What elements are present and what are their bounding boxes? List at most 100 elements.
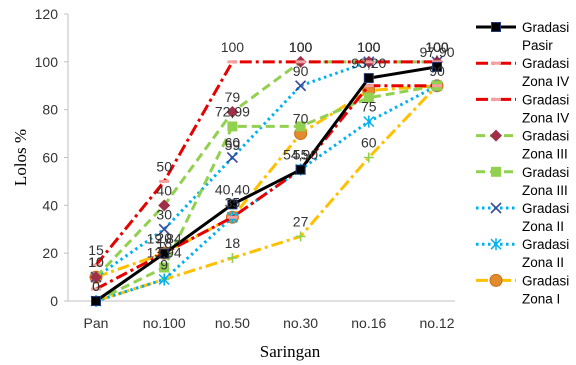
legend-entry: Gradasi Zona II bbox=[476, 237, 569, 270]
legend-label-cont: Zona II bbox=[522, 219, 564, 234]
legend-entry: Gradasi Zona IV bbox=[476, 56, 569, 89]
point-marker bbox=[363, 152, 374, 163]
x-tick-label: no.50 bbox=[215, 315, 250, 331]
x-tick-label: no.12 bbox=[419, 315, 454, 331]
series-gradasi-zona-iii bbox=[90, 55, 443, 284]
point-marker bbox=[159, 248, 170, 259]
y-tick-label: 0 bbox=[50, 293, 58, 309]
point-marker bbox=[295, 231, 306, 242]
data-label: 19,84 bbox=[147, 231, 182, 247]
data-label: 90 bbox=[293, 63, 309, 79]
legend-label: Gradasi bbox=[522, 20, 569, 35]
data-label: 0 bbox=[92, 278, 100, 294]
point-marker bbox=[363, 115, 375, 128]
x-tick-label: no.16 bbox=[351, 315, 386, 331]
series-gradasi-pasir bbox=[91, 61, 442, 306]
point-marker bbox=[158, 273, 170, 286]
x-tick-label: no.30 bbox=[283, 315, 318, 331]
legend-label-cont: Zona III bbox=[522, 183, 568, 198]
data-label: 30 bbox=[156, 206, 172, 222]
data-label: 27 bbox=[293, 213, 309, 229]
data-label: 97,90 bbox=[419, 44, 454, 60]
data-label: 40 bbox=[156, 182, 172, 198]
point-marker bbox=[490, 202, 502, 214]
data-label: 100 bbox=[425, 39, 449, 55]
point-marker bbox=[227, 199, 238, 210]
data-label: 100 bbox=[289, 39, 313, 55]
data-label: 60 bbox=[225, 135, 241, 151]
series-line bbox=[95, 65, 438, 303]
point-marker bbox=[295, 164, 306, 175]
legend-entry: Gradasi Zona III bbox=[476, 129, 569, 162]
point-marker bbox=[90, 271, 102, 284]
point-marker bbox=[363, 92, 374, 103]
legend-label: Gradasi bbox=[522, 165, 569, 180]
point-marker bbox=[227, 252, 238, 263]
point-marker bbox=[490, 129, 502, 142]
x-tick-label: no.100 bbox=[143, 315, 186, 331]
point-marker bbox=[491, 166, 501, 177]
data-labels-layer: 18 27 60 20 35 70 9 55 75 90 30 90 0 72,99 10 40 79 100 10… bbox=[88, 39, 455, 294]
data-label: 55 bbox=[293, 146, 309, 162]
data-label: 40,40 bbox=[215, 181, 250, 197]
legend-label-cont: Pasir bbox=[522, 38, 553, 53]
series-line bbox=[95, 84, 439, 303]
legend-entry: Gradasi Zona I bbox=[476, 273, 569, 306]
point-marker bbox=[158, 199, 171, 212]
legend-entry: Gradasi Zona III bbox=[476, 165, 569, 198]
data-label: 60 bbox=[361, 135, 377, 151]
data-label: 75 bbox=[361, 99, 377, 115]
data-label: 100 bbox=[425, 39, 449, 55]
data-label: 18 bbox=[225, 235, 241, 251]
point-marker bbox=[295, 121, 306, 132]
data-label: 100 bbox=[425, 39, 449, 55]
legend-entry: Gradasi Zona IV bbox=[476, 92, 569, 125]
data-label: 35 bbox=[225, 194, 241, 210]
point-marker bbox=[91, 296, 101, 306]
point-marker bbox=[295, 80, 307, 92]
data-label: 100 bbox=[357, 39, 381, 55]
point-marker bbox=[226, 151, 238, 164]
x-axis-title: Saringan bbox=[260, 342, 321, 361]
data-label: 13,94 bbox=[147, 245, 182, 261]
chart-legend: Gradasi Pasir Gradasi Zona IV Gradasi Zona IV… bbox=[476, 20, 569, 306]
data-label: 9 bbox=[160, 256, 168, 272]
series-line bbox=[95, 84, 438, 303]
legend-label-cont: Zona I bbox=[522, 291, 560, 306]
y-axis-title: Lolos % bbox=[11, 129, 30, 186]
y-tick-label: 20 bbox=[42, 245, 58, 261]
point-marker bbox=[490, 238, 502, 251]
series-line bbox=[95, 84, 437, 291]
data-label: 93,20 bbox=[351, 55, 386, 71]
data-label: 72,99 bbox=[215, 103, 250, 119]
data-label: 79 bbox=[225, 89, 241, 105]
data-label: 54,90 bbox=[283, 147, 318, 163]
data-label: 59 bbox=[225, 137, 241, 153]
data-label: 10 bbox=[88, 254, 104, 270]
legend-entry: Gradasi Pasir bbox=[476, 20, 569, 53]
data-label: 100 bbox=[221, 39, 245, 55]
y-tick-label: 60 bbox=[42, 150, 58, 166]
x-tick-label: Pan bbox=[84, 315, 109, 331]
legend-label-cont: Zona IV bbox=[522, 74, 569, 89]
series-gradasi-zona-iv bbox=[91, 60, 442, 267]
data-label: 70 bbox=[293, 111, 309, 127]
data-label: 15 bbox=[88, 242, 104, 258]
point-marker bbox=[363, 73, 374, 84]
y-tick-label: 120 bbox=[35, 6, 59, 22]
point-marker bbox=[227, 121, 238, 132]
data-label: 100 bbox=[357, 39, 381, 55]
data-label: 10 bbox=[88, 254, 104, 270]
data-label: 0 bbox=[92, 278, 100, 294]
data-label: 100 bbox=[289, 39, 313, 55]
y-tick-label: 40 bbox=[42, 197, 58, 213]
y-tick-label: 100 bbox=[35, 54, 59, 70]
legend-label: Gradasi bbox=[522, 201, 569, 216]
y-tick-label: 80 bbox=[42, 102, 58, 118]
point-marker bbox=[158, 223, 170, 235]
data-label: 18 bbox=[156, 235, 172, 251]
point-marker bbox=[159, 262, 170, 273]
